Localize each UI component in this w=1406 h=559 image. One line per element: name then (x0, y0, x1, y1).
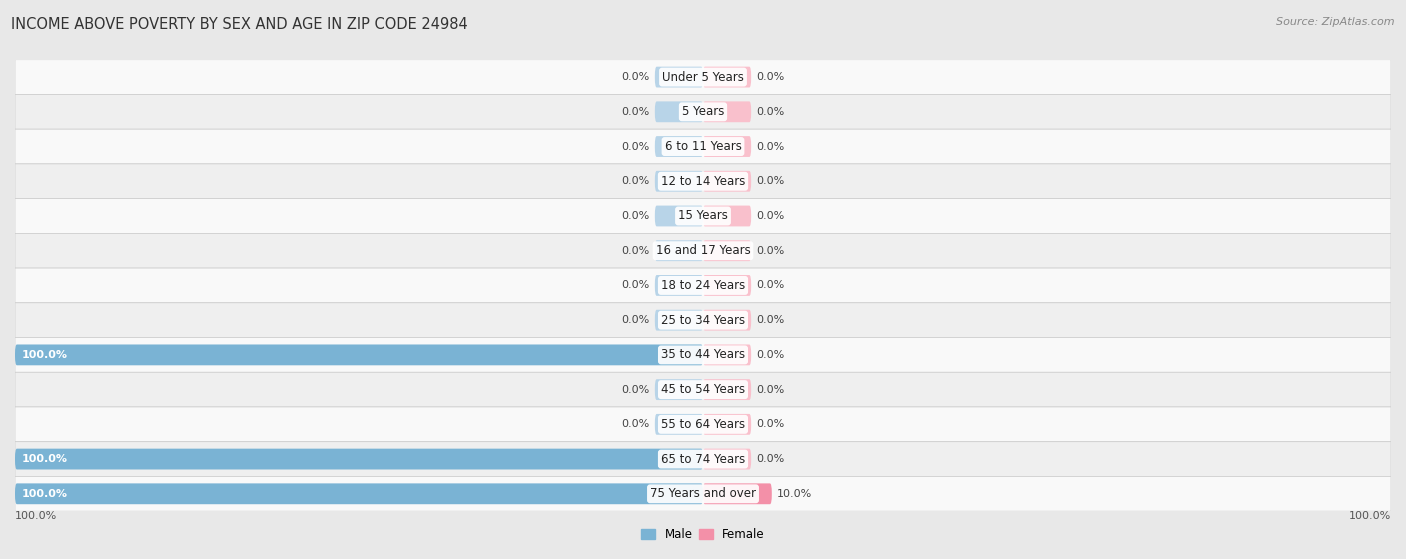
Text: 16 and 17 Years: 16 and 17 Years (655, 244, 751, 257)
Text: 0.0%: 0.0% (756, 385, 785, 395)
Text: 12 to 14 Years: 12 to 14 Years (661, 175, 745, 188)
Text: Source: ZipAtlas.com: Source: ZipAtlas.com (1277, 17, 1395, 27)
Text: 0.0%: 0.0% (621, 385, 650, 395)
Text: 25 to 34 Years: 25 to 34 Years (661, 314, 745, 326)
Text: 0.0%: 0.0% (756, 72, 785, 82)
Text: 0.0%: 0.0% (621, 246, 650, 255)
Text: 0.0%: 0.0% (756, 315, 785, 325)
Text: 0.0%: 0.0% (756, 419, 785, 429)
Text: 5 Years: 5 Years (682, 105, 724, 119)
FancyBboxPatch shape (15, 407, 1391, 442)
FancyBboxPatch shape (655, 171, 703, 192)
FancyBboxPatch shape (15, 484, 703, 504)
FancyBboxPatch shape (703, 449, 751, 470)
FancyBboxPatch shape (15, 449, 703, 470)
FancyBboxPatch shape (15, 164, 1391, 198)
FancyBboxPatch shape (15, 129, 1391, 164)
FancyBboxPatch shape (15, 198, 1391, 233)
FancyBboxPatch shape (655, 67, 703, 88)
FancyBboxPatch shape (703, 414, 751, 435)
Text: 0.0%: 0.0% (621, 419, 650, 429)
FancyBboxPatch shape (15, 233, 1391, 268)
Text: 18 to 24 Years: 18 to 24 Years (661, 279, 745, 292)
FancyBboxPatch shape (703, 379, 751, 400)
Text: 65 to 74 Years: 65 to 74 Years (661, 453, 745, 466)
Text: 35 to 44 Years: 35 to 44 Years (661, 348, 745, 362)
FancyBboxPatch shape (655, 136, 703, 157)
FancyBboxPatch shape (655, 414, 703, 435)
Text: 75 Years and over: 75 Years and over (650, 487, 756, 500)
FancyBboxPatch shape (703, 344, 751, 366)
Text: 0.0%: 0.0% (621, 211, 650, 221)
FancyBboxPatch shape (15, 338, 1391, 372)
FancyBboxPatch shape (703, 275, 751, 296)
FancyBboxPatch shape (703, 240, 751, 261)
FancyBboxPatch shape (703, 206, 751, 226)
Text: 10.0%: 10.0% (778, 489, 813, 499)
Text: 0.0%: 0.0% (621, 107, 650, 117)
FancyBboxPatch shape (655, 275, 703, 296)
Text: 100.0%: 100.0% (15, 511, 58, 521)
Text: 0.0%: 0.0% (756, 141, 785, 151)
Text: 45 to 54 Years: 45 to 54 Years (661, 383, 745, 396)
Text: 100.0%: 100.0% (1348, 511, 1391, 521)
Text: 0.0%: 0.0% (756, 176, 785, 186)
FancyBboxPatch shape (15, 442, 1391, 476)
FancyBboxPatch shape (655, 310, 703, 330)
FancyBboxPatch shape (15, 60, 1391, 94)
FancyBboxPatch shape (703, 67, 751, 88)
Text: 15 Years: 15 Years (678, 210, 728, 222)
Text: 0.0%: 0.0% (621, 281, 650, 291)
Text: 0.0%: 0.0% (621, 72, 650, 82)
FancyBboxPatch shape (703, 136, 751, 157)
FancyBboxPatch shape (655, 240, 703, 261)
Text: 0.0%: 0.0% (756, 350, 785, 360)
FancyBboxPatch shape (703, 484, 772, 504)
FancyBboxPatch shape (655, 206, 703, 226)
Text: 0.0%: 0.0% (756, 454, 785, 464)
FancyBboxPatch shape (703, 310, 751, 330)
Text: INCOME ABOVE POVERTY BY SEX AND AGE IN ZIP CODE 24984: INCOME ABOVE POVERTY BY SEX AND AGE IN Z… (11, 17, 468, 32)
FancyBboxPatch shape (703, 101, 751, 122)
Text: 0.0%: 0.0% (756, 281, 785, 291)
Text: 0.0%: 0.0% (621, 176, 650, 186)
Text: 100.0%: 100.0% (22, 350, 67, 360)
FancyBboxPatch shape (15, 372, 1391, 407)
Text: 0.0%: 0.0% (621, 315, 650, 325)
FancyBboxPatch shape (15, 303, 1391, 338)
FancyBboxPatch shape (15, 344, 703, 366)
Text: Under 5 Years: Under 5 Years (662, 70, 744, 84)
Text: 0.0%: 0.0% (621, 141, 650, 151)
FancyBboxPatch shape (655, 379, 703, 400)
FancyBboxPatch shape (15, 94, 1391, 129)
Text: 100.0%: 100.0% (22, 489, 67, 499)
FancyBboxPatch shape (703, 171, 751, 192)
Text: 0.0%: 0.0% (756, 246, 785, 255)
FancyBboxPatch shape (15, 268, 1391, 303)
Text: 0.0%: 0.0% (756, 211, 785, 221)
FancyBboxPatch shape (15, 476, 1391, 511)
Text: 6 to 11 Years: 6 to 11 Years (665, 140, 741, 153)
Text: 100.0%: 100.0% (22, 454, 67, 464)
Text: 55 to 64 Years: 55 to 64 Years (661, 418, 745, 431)
Legend: Male, Female: Male, Female (637, 523, 769, 546)
FancyBboxPatch shape (655, 101, 703, 122)
Text: 0.0%: 0.0% (756, 107, 785, 117)
